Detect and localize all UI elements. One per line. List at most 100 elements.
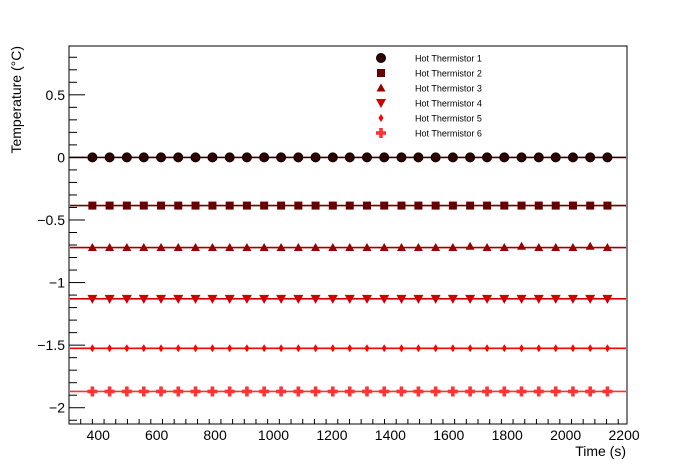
point-thermistor-2 (105, 201, 114, 210)
point-thermistor-6 (138, 386, 149, 397)
point-thermistor-2 (139, 201, 148, 210)
legend-marker-5 (378, 114, 384, 122)
point-thermistor-5 (107, 344, 113, 353)
point-thermistor-6 (293, 386, 304, 397)
legend-label-2: Hot Thermistor 2 (415, 69, 482, 79)
legend-label-4: Hot Thermistor 4 (415, 99, 482, 109)
x-tick-label: 1400 (375, 427, 406, 443)
legend-marker-6 (376, 128, 386, 138)
point-thermistor-6 (430, 386, 441, 397)
point-thermistor-5 (604, 344, 610, 353)
point-thermistor-6 (190, 386, 201, 397)
point-thermistor-5 (501, 344, 507, 353)
legend-label-5: Hot Thermistor 5 (415, 114, 482, 124)
point-thermistor-4 (567, 294, 578, 304)
point-thermistor-5 (519, 344, 525, 353)
point-thermistor-2 (242, 201, 251, 210)
point-thermistor-5 (244, 344, 250, 353)
point-thermistor-3 (448, 243, 458, 252)
point-thermistor-1 (327, 152, 338, 163)
point-thermistor-2 (260, 201, 269, 210)
point-thermistor-3 (362, 243, 372, 252)
point-thermistor-2 (294, 201, 303, 210)
point-thermistor-5 (330, 344, 336, 353)
point-thermistor-1 (499, 152, 510, 163)
plot-frame (68, 45, 628, 425)
x-axis-label: Time (s) (575, 443, 626, 459)
point-thermistor-3 (568, 243, 578, 252)
point-thermistor-1 (121, 152, 132, 163)
point-thermistor-3 (293, 243, 303, 252)
point-thermistor-3 (105, 243, 115, 252)
point-thermistor-4 (550, 294, 561, 304)
point-thermistor-6 (396, 386, 407, 397)
point-thermistor-1 (138, 152, 149, 163)
point-thermistor-1 (156, 152, 167, 163)
point-thermistor-4 (447, 294, 458, 304)
point-thermistor-4 (396, 294, 407, 304)
legend-label-1: Hot Thermistor 1 (415, 54, 482, 64)
point-thermistor-6 (379, 386, 390, 397)
point-thermistor-6 (482, 386, 493, 397)
point-thermistor-6 (327, 386, 338, 397)
point-thermistor-5 (175, 344, 181, 353)
point-thermistor-3 (207, 243, 217, 252)
point-thermistor-3 (225, 243, 235, 252)
point-thermistor-5 (433, 344, 439, 353)
point-thermistor-5 (587, 344, 593, 353)
point-thermistor-2 (277, 201, 286, 210)
point-thermistor-6 (602, 386, 613, 397)
point-thermistor-4 (465, 294, 476, 304)
x-tick-label: 1600 (433, 427, 464, 443)
point-thermistor-5 (89, 344, 95, 353)
point-thermistor-5 (553, 344, 559, 353)
point-thermistor-2 (225, 201, 234, 210)
point-thermistor-1 (585, 152, 596, 163)
x-tick-label: 800 (203, 427, 227, 443)
point-thermistor-5 (209, 344, 215, 353)
point-thermistor-1 (87, 152, 98, 163)
x-tick-label: 2200 (609, 427, 640, 443)
point-thermistor-4 (241, 294, 252, 304)
point-thermistor-6 (156, 386, 167, 397)
point-thermistor-3 (431, 243, 441, 252)
point-thermistor-5 (347, 344, 353, 353)
point-thermistor-3 (517, 241, 527, 250)
point-thermistor-4 (190, 294, 201, 304)
point-thermistor-5 (450, 344, 456, 353)
y-tick-label: −1 (49, 275, 65, 291)
point-thermistor-6 (413, 386, 424, 397)
point-thermistor-5 (467, 344, 473, 353)
point-thermistor-4 (173, 294, 184, 304)
point-thermistor-2 (362, 201, 371, 210)
point-thermistor-3 (413, 243, 423, 252)
point-thermistor-3 (259, 243, 269, 252)
point-thermistor-1 (224, 152, 235, 163)
point-thermistor-6 (567, 386, 578, 397)
point-thermistor-2 (380, 201, 389, 210)
point-thermistor-4 (327, 294, 338, 304)
point-thermistor-3 (328, 243, 338, 252)
point-thermistor-3 (345, 243, 355, 252)
point-thermistor-2 (88, 201, 97, 210)
data-markers (87, 152, 613, 397)
x-tick-label: 1200 (316, 427, 347, 443)
point-thermistor-6 (207, 386, 218, 397)
point-thermistor-3 (139, 243, 149, 252)
point-thermistor-4 (516, 294, 527, 304)
point-thermistor-5 (295, 344, 301, 353)
point-thermistor-3 (499, 243, 509, 252)
point-thermistor-1 (430, 152, 441, 163)
point-thermistor-3 (311, 243, 321, 252)
y-tick-label: 0 (57, 149, 65, 165)
point-thermistor-1 (276, 152, 287, 163)
point-thermistor-3 (122, 243, 132, 252)
point-thermistor-6 (550, 386, 561, 397)
point-thermistor-2 (208, 201, 217, 210)
point-thermistor-2 (414, 201, 423, 210)
point-thermistor-5 (313, 344, 319, 353)
point-thermistor-3 (465, 241, 475, 250)
y-tick-label: 0.5 (46, 87, 66, 103)
point-thermistor-2 (191, 201, 200, 210)
